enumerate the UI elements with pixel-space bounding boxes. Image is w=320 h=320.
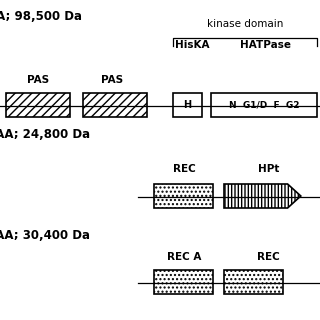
- Text: 9AA; 24,800 Da: 9AA; 24,800 Da: [0, 128, 90, 141]
- Text: AA; 98,500 Da: AA; 98,500 Da: [0, 10, 82, 23]
- Bar: [83, 93, 147, 117]
- Bar: [6, 93, 70, 117]
- Bar: [83, 93, 147, 117]
- Polygon shape: [224, 184, 301, 208]
- Bar: [154, 184, 213, 208]
- Text: kinase domain: kinase domain: [207, 19, 283, 29]
- Bar: [154, 270, 213, 294]
- Text: 8AA; 30,400 Da: 8AA; 30,400 Da: [0, 229, 90, 242]
- Bar: [6, 93, 70, 117]
- Bar: [154, 270, 213, 294]
- Text: PAS: PAS: [101, 75, 123, 85]
- Text: REC A: REC A: [167, 252, 201, 262]
- Bar: [224, 270, 283, 294]
- Text: HisKA: HisKA: [175, 40, 209, 50]
- Text: HATPase: HATPase: [240, 40, 291, 50]
- Text: REC: REC: [257, 252, 280, 262]
- Bar: [211, 93, 317, 117]
- Bar: [154, 184, 213, 208]
- Text: N  G1/D  F  G2: N G1/D F G2: [229, 100, 299, 109]
- Bar: [173, 93, 202, 117]
- Text: PAS: PAS: [27, 75, 50, 85]
- Bar: [224, 270, 283, 294]
- Text: HPt: HPt: [258, 164, 279, 174]
- Text: REC: REC: [172, 164, 196, 174]
- Text: H: H: [183, 100, 191, 110]
